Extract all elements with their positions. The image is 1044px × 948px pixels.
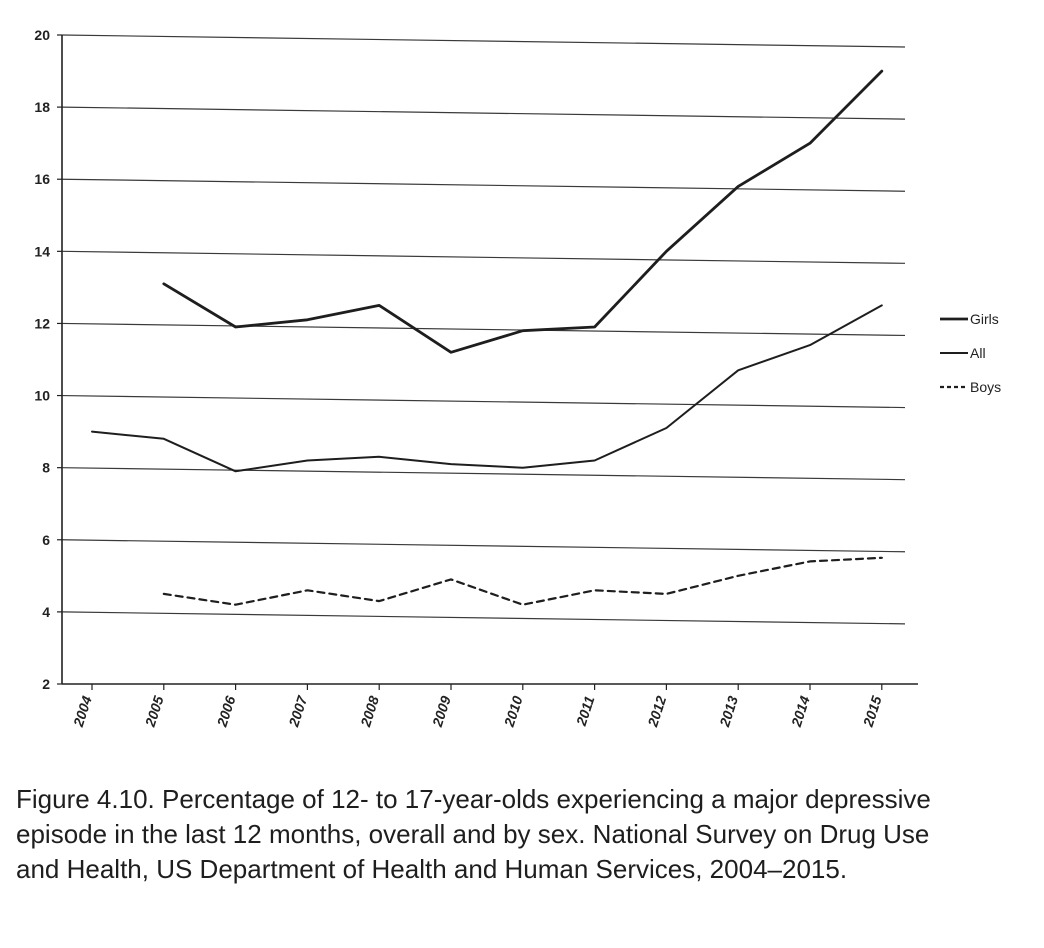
gridline [61, 611, 906, 625]
gridline [61, 467, 906, 481]
x-tick-label: 2005 [141, 694, 166, 730]
legend: Girls All Boys [940, 311, 1001, 395]
y-tick-label: 10 [34, 388, 50, 404]
gridline [61, 322, 906, 337]
x-tick-label: 2006 [213, 694, 238, 730]
x-tick-label: 2011 [573, 694, 598, 729]
x-tick-labels: 2004 2005 2006 2007 2008 2009 2010 2011 2012 2013… [70, 684, 885, 730]
y-tick-label: 18 [34, 99, 50, 115]
y-tick-label: 12 [34, 315, 50, 331]
y-tick-label: 8 [42, 460, 50, 476]
gridline [61, 178, 906, 192]
legend-label-all: All [970, 345, 986, 361]
x-tick-label: 2004 [70, 694, 95, 730]
x-tick-label: 2009 [429, 694, 454, 730]
y-tick-label: 6 [42, 532, 50, 548]
y-tick-label: 4 [42, 604, 50, 620]
x-tick-label: 2012 [644, 694, 669, 730]
figure-caption: Figure 4.10. Percentage of 12- to 17-yea… [16, 784, 931, 884]
gridline [61, 34, 906, 48]
x-tick-label: 2007 [285, 693, 311, 730]
y-tick-label: 16 [34, 171, 50, 187]
y-tick-labels: 2 4 6 8 10 12 14 16 18 20 [34, 27, 62, 692]
series-line-girls [162, 69, 884, 354]
y-tick-label: 2 [42, 676, 50, 692]
gridline [61, 394, 906, 409]
gridlines [61, 34, 906, 625]
legend-label-girls: Girls [970, 311, 999, 327]
x-tick-label: 2015 [859, 694, 884, 730]
x-tick-label: 2013 [716, 694, 741, 730]
x-tick-label: 2014 [788, 694, 813, 730]
x-tick-label: 2008 [357, 694, 382, 730]
gridline [61, 539, 906, 553]
y-tick-label: 14 [34, 243, 50, 259]
axes [61, 35, 918, 685]
series-line-all [91, 304, 883, 473]
series-lines [91, 69, 884, 606]
legend-label-boys: Boys [970, 379, 1001, 395]
gridline [61, 106, 906, 120]
y-tick-label: 20 [34, 27, 50, 43]
series-line-boys [162, 556, 883, 606]
x-tick-label: 2010 [500, 694, 525, 730]
gridline [61, 250, 906, 264]
